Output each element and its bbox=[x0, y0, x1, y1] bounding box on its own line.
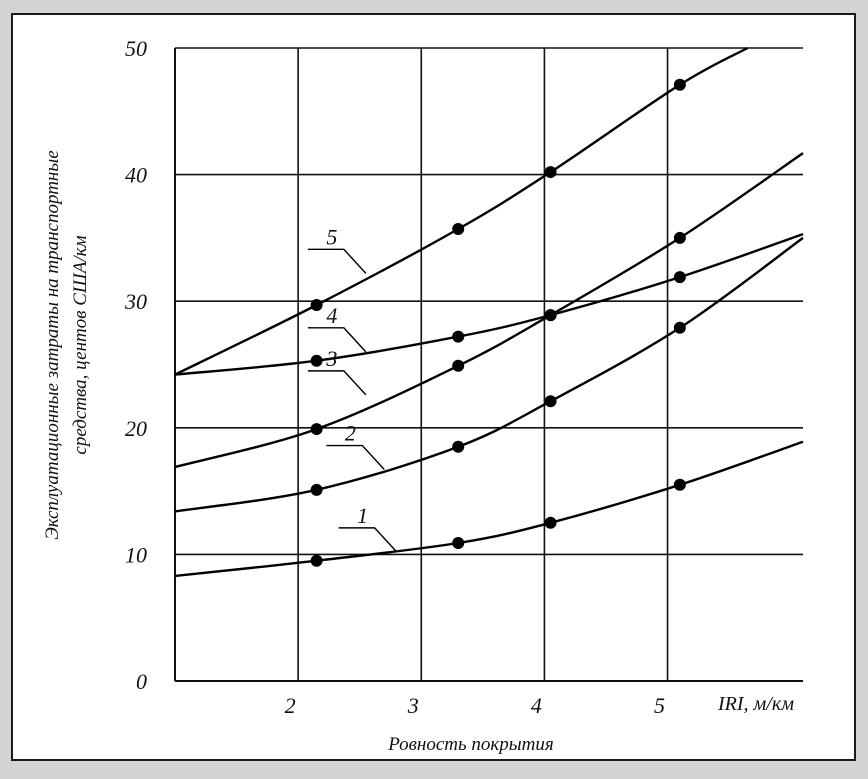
data-point-2-0 bbox=[310, 483, 323, 496]
data-point-3-3 bbox=[673, 231, 686, 244]
data-point-1-3 bbox=[673, 478, 686, 491]
curve-label-3: 3 bbox=[325, 346, 337, 371]
data-point-5-3 bbox=[673, 78, 686, 91]
y-tick-label-1: 10 bbox=[125, 542, 147, 567]
data-point-4-3 bbox=[673, 271, 686, 284]
data-point-4-2 bbox=[544, 309, 557, 322]
y-tick-label-0: 0 bbox=[136, 669, 147, 694]
data-point-4-1 bbox=[452, 330, 465, 343]
inner-panel bbox=[11, 13, 856, 761]
curve-label-leader-2 bbox=[326, 444, 385, 471]
data-point-2-1 bbox=[452, 440, 465, 453]
x-unit-label: IRI, м/км bbox=[717, 693, 794, 715]
curve-label-2: 2 bbox=[345, 421, 356, 446]
series-line-3 bbox=[174, 152, 804, 469]
data-point-5-2 bbox=[544, 166, 557, 179]
data-point-1-1 bbox=[452, 537, 465, 550]
y-axis-label: Эксплуатационные затраты на транспортные… bbox=[42, 150, 91, 539]
data-point-2-2 bbox=[544, 395, 557, 408]
data-points bbox=[310, 78, 686, 567]
curve-label-1: 1 bbox=[357, 503, 368, 528]
data-point-1-0 bbox=[310, 554, 323, 567]
y-tick-label-5: 50 bbox=[125, 36, 147, 61]
curve-label-4: 4 bbox=[326, 303, 337, 328]
y-tick-label-4: 40 bbox=[125, 163, 147, 188]
data-point-3-1 bbox=[452, 359, 465, 372]
y-tick-label-2: 20 bbox=[125, 416, 147, 441]
curve-label-leader-4 bbox=[307, 327, 367, 353]
curve-label-leader-5 bbox=[307, 248, 367, 274]
curve-label-leader-1 bbox=[338, 527, 398, 553]
x-tick-label-0: 2 bbox=[285, 693, 296, 718]
data-point-5-0 bbox=[310, 298, 323, 311]
grid bbox=[175, 47, 803, 681]
y-tick-label-3: 30 bbox=[124, 289, 147, 314]
data-point-1-2 bbox=[544, 516, 557, 529]
x-tick-label-1: 3 bbox=[407, 693, 419, 718]
series-line-4 bbox=[174, 232, 804, 376]
series-line-2 bbox=[174, 236, 804, 513]
data-point-4-0 bbox=[310, 354, 323, 367]
y-axis-label-line-1: Эксплуатационные затраты на транспортные bbox=[42, 150, 63, 539]
tick-labels: 0 10 20 30 40 50 2 3 4 5 bbox=[124, 36, 665, 718]
curve-labels: 1 2 3 4 5 bbox=[307, 224, 398, 553]
x-tick-label-3: 5 bbox=[654, 693, 665, 718]
curve-label-5: 5 bbox=[326, 224, 337, 249]
data-point-5-1 bbox=[452, 223, 465, 236]
x-tick-label-2: 4 bbox=[531, 693, 542, 718]
series-line-1 bbox=[174, 440, 804, 578]
data-point-3-0 bbox=[310, 423, 323, 436]
y-axis-label-line-2: средства, центов США/км bbox=[70, 235, 91, 454]
curve-label-leader-3 bbox=[307, 370, 367, 396]
data-point-2-3 bbox=[673, 321, 686, 334]
x-axis-label: Ровность покрытия bbox=[387, 734, 553, 755]
